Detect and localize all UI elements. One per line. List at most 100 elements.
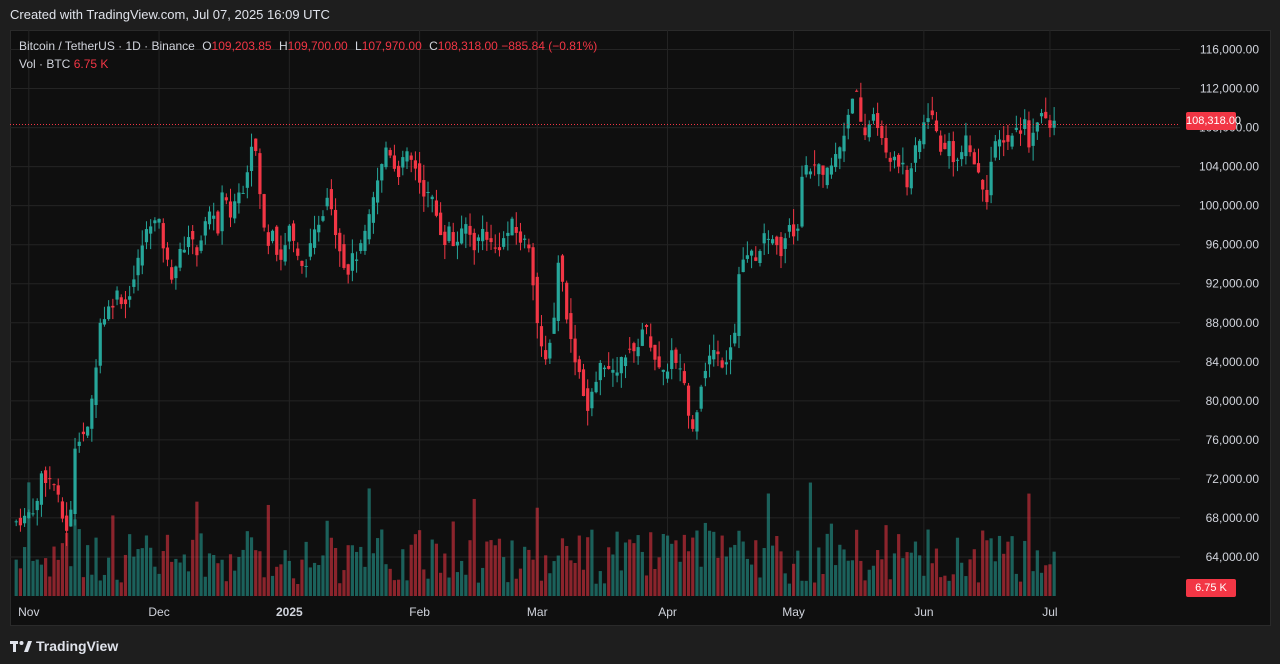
candle-body bbox=[598, 362, 602, 381]
candle-body bbox=[892, 156, 897, 161]
volume-bar bbox=[460, 560, 464, 596]
volume-bar bbox=[985, 540, 989, 596]
candle-body bbox=[123, 299, 128, 305]
volume-bar bbox=[220, 559, 224, 596]
volume-bar bbox=[170, 561, 174, 596]
x-tick-label: Apr bbox=[658, 605, 677, 619]
volume-bar bbox=[590, 529, 594, 596]
candle-body bbox=[174, 266, 178, 279]
volume-bar bbox=[94, 537, 98, 596]
volume-bar bbox=[375, 538, 380, 596]
volume-bar bbox=[712, 531, 716, 596]
tradingview-logo[interactable]: TradingView bbox=[10, 637, 118, 655]
candle-body bbox=[930, 110, 934, 116]
volume-bar bbox=[1002, 553, 1006, 596]
volume-bar bbox=[745, 558, 749, 596]
volume-bar bbox=[69, 566, 73, 596]
volume-label[interactable]: Vol · BTC bbox=[19, 57, 71, 71]
candle-body bbox=[556, 262, 560, 321]
volume-bar bbox=[754, 540, 758, 596]
volume-bar bbox=[132, 556, 136, 596]
candle-body bbox=[312, 229, 317, 248]
candle-body bbox=[136, 257, 140, 276]
candle-body bbox=[111, 305, 115, 308]
volume-bar bbox=[926, 529, 930, 596]
volume-bar bbox=[430, 539, 434, 596]
candle-body bbox=[964, 135, 968, 157]
volume-bar bbox=[770, 545, 775, 596]
candle-body bbox=[321, 216, 325, 221]
candle-body bbox=[981, 179, 985, 190]
candle-body bbox=[266, 232, 270, 246]
candle-body bbox=[254, 138, 258, 152]
volume-bar bbox=[119, 582, 123, 596]
volume-bar bbox=[401, 549, 405, 596]
candle-body bbox=[73, 448, 77, 514]
candle-body bbox=[712, 349, 716, 360]
candle-body bbox=[577, 359, 581, 373]
volume-bar bbox=[1039, 572, 1044, 596]
candle-body bbox=[628, 348, 632, 350]
candle-body bbox=[325, 197, 329, 207]
candle-body bbox=[754, 257, 758, 261]
volume-bar bbox=[775, 536, 779, 596]
volume-bar bbox=[876, 550, 880, 596]
candle-body bbox=[439, 212, 443, 236]
candle-body bbox=[560, 255, 565, 282]
candle-body bbox=[636, 347, 640, 357]
candle-body bbox=[396, 165, 401, 178]
volume-bar bbox=[686, 551, 691, 596]
volume-bar bbox=[56, 559, 60, 596]
candle-body bbox=[724, 362, 728, 365]
volume-bar bbox=[380, 529, 384, 596]
candle-body bbox=[359, 243, 363, 251]
volume-bar bbox=[191, 539, 195, 596]
volume-bar bbox=[405, 580, 409, 596]
volume-bar bbox=[766, 493, 770, 596]
candle-body bbox=[665, 371, 670, 379]
candle-body bbox=[825, 167, 829, 186]
candle-body bbox=[758, 251, 762, 263]
candle-body bbox=[52, 484, 56, 486]
volume-bar bbox=[523, 546, 527, 596]
chart-frame bbox=[10, 30, 1271, 626]
candle-body bbox=[716, 351, 720, 355]
volume-bar bbox=[720, 535, 724, 596]
candlestick-chart[interactable]: 116,000.00112,000.00108,000.00104,000.00… bbox=[10, 30, 1271, 626]
candle-body bbox=[657, 356, 661, 368]
volume-bar bbox=[102, 574, 107, 596]
candle-body bbox=[918, 140, 922, 153]
volume-bar bbox=[964, 576, 968, 596]
candle-body bbox=[909, 168, 913, 189]
symbol-label[interactable]: Bitcoin / TetherUS · 1D · Binance bbox=[19, 39, 195, 53]
volume-bar bbox=[733, 544, 737, 596]
y-tick-label: 116,000.00 bbox=[1200, 43, 1259, 57]
candle-body bbox=[976, 163, 981, 173]
volume-bar bbox=[623, 542, 628, 596]
volume-bar bbox=[930, 563, 934, 596]
volume-bar bbox=[354, 551, 359, 596]
volume-value: 6.75 K bbox=[73, 57, 109, 71]
volume-bar bbox=[48, 576, 52, 596]
volume-bar bbox=[943, 575, 947, 596]
volume-bar bbox=[123, 554, 128, 596]
volume-bar bbox=[384, 564, 388, 596]
candle-body bbox=[98, 322, 102, 366]
volume-bar bbox=[111, 515, 115, 596]
volume-bar bbox=[157, 573, 161, 596]
volume-bar bbox=[174, 558, 178, 596]
candle-body bbox=[237, 192, 241, 204]
candle-body bbox=[800, 176, 804, 227]
candle-body bbox=[170, 267, 174, 280]
volume-bar bbox=[195, 501, 199, 596]
candle-body bbox=[350, 253, 354, 271]
candle-body bbox=[779, 236, 783, 257]
volume-bar bbox=[825, 533, 829, 596]
footer: TradingView bbox=[0, 628, 1280, 664]
volume-bar bbox=[897, 534, 901, 596]
volume-bar bbox=[44, 558, 48, 596]
volume-bar bbox=[1006, 541, 1010, 596]
candle-body bbox=[1027, 120, 1031, 148]
volume-bar bbox=[867, 569, 871, 596]
volume-bar bbox=[573, 562, 577, 596]
